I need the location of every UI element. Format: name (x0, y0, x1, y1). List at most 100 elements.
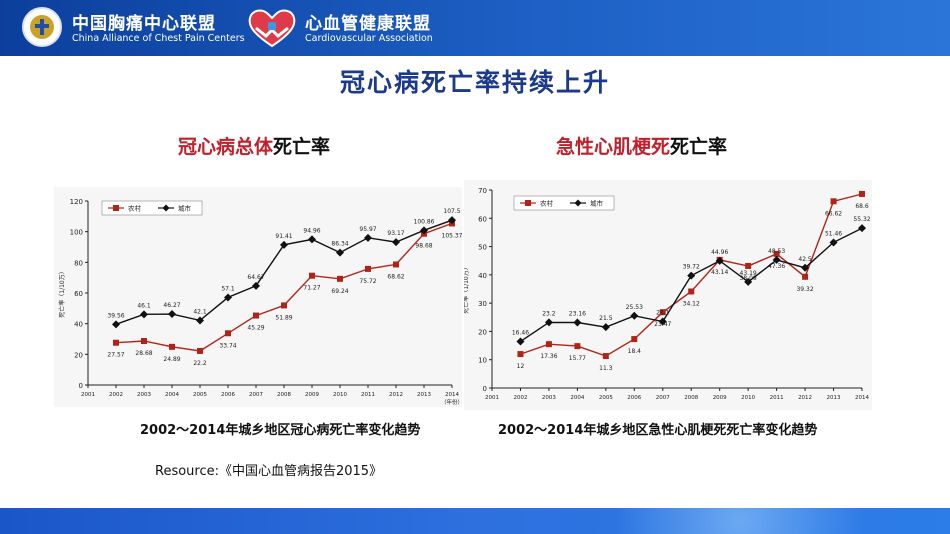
data-point-urban (772, 255, 781, 264)
data-point-urban (196, 316, 204, 325)
data-point-rural (141, 338, 147, 345)
data-label: 51.46 (825, 230, 842, 237)
header-bar: 中国胸痛中心联盟 China Alliance of Chest Pain Ce… (0, 0, 950, 56)
x-tick-label: 2006 (627, 395, 641, 401)
left-heading-red: 冠心病总体 (178, 136, 274, 158)
data-label: 46.1 (137, 302, 151, 309)
x-tick-label: 2014 (855, 395, 869, 401)
data-label: 21.5 (599, 315, 613, 322)
data-point-urban (658, 317, 667, 326)
x-tick-label: 2002 (109, 392, 123, 398)
legend-label: 农村 (540, 199, 554, 208)
x-tick-label: 2005 (193, 392, 207, 398)
data-label: 93.17 (387, 230, 404, 237)
org2-name: 心血管健康联盟 (305, 14, 431, 34)
data-label: 55.32 (853, 216, 870, 223)
data-label: 23.2 (542, 310, 556, 317)
data-label: 46.27 (163, 302, 180, 309)
data-point-urban (280, 240, 288, 249)
legend-label: 农村 (128, 204, 142, 213)
data-point-rural (253, 312, 259, 319)
data-label: 91.41 (275, 233, 292, 240)
org1-name: 中国胸痛中心联盟 (72, 14, 216, 34)
data-point-urban (140, 310, 148, 319)
x-tick-label: 2003 (542, 395, 556, 401)
x-tick-label: 2001 (485, 395, 499, 401)
ami-mortality-chart: 0 10 20 30 40 50 60 70 2001 2002 2003 2004 2005 2006 2… (462, 187, 871, 401)
data-label: 17.36 (540, 353, 557, 360)
data-point-urban (392, 238, 400, 247)
y-axis-title: 死亡率（1/10万） (58, 268, 66, 317)
data-point-urban (601, 323, 610, 332)
data-label: 100.86 (414, 218, 435, 225)
data-label: 39.72 (683, 264, 700, 271)
data-point-rural (773, 250, 780, 257)
legend-label: 城市 (178, 204, 192, 213)
resource-citation: Resource:《中国心血管病报告2015》 (155, 464, 383, 479)
data-label: 25.53 (626, 304, 643, 311)
x-tick-label: 2007 (656, 395, 670, 401)
y-tick-label: 70 (478, 187, 487, 195)
data-point-rural (225, 330, 231, 337)
data-point-rural (393, 261, 399, 268)
slide-title: 冠心病死亡率持续上升 (339, 68, 610, 97)
legend-marker-rural (525, 200, 531, 206)
data-point-rural (859, 190, 865, 197)
data-label: 64.67 (247, 274, 264, 281)
x-tick-label: 2001 (81, 392, 95, 398)
data-label: 107.5 (443, 208, 460, 215)
x-axis-unit-label: （年份） (441, 398, 462, 406)
data-label: 43.14 (711, 269, 728, 276)
x-tick-label: 2007 (249, 392, 263, 398)
data-label: 43.19 (740, 270, 757, 277)
data-label: 28.1 (656, 310, 670, 317)
x-tick-label: 2013 (827, 395, 841, 401)
data-point-rural (517, 351, 524, 358)
data-point-rural (197, 347, 203, 354)
right-chart-panel: 0 10 20 30 40 50 60 70 2001 2002 2003 2004 2005 2006 2… (462, 180, 872, 410)
y-tick-label: 120 (70, 198, 83, 206)
x-tick-label: 2011 (770, 395, 784, 401)
data-label: 39.56 (107, 312, 124, 319)
data-label: 23.16 (569, 310, 586, 317)
left-chart-panel: 0 20 40 60 80 100 120 2001 2002 2003 2004 2005 2006 2… (54, 187, 463, 407)
data-point-urban (744, 277, 753, 286)
data-label: 24.89 (163, 356, 180, 363)
y-tick-label: 100 (70, 229, 83, 237)
x-tick-label: 2009 (305, 392, 319, 398)
data-point-urban (448, 216, 456, 225)
data-label: 15.77 (569, 355, 586, 362)
data-label: 22.2 (193, 360, 207, 367)
x-tick-label: 2010 (333, 392, 347, 398)
legend-box (101, 200, 203, 216)
data-point-urban (224, 293, 232, 302)
legend-marker-urban (162, 204, 170, 212)
x-tick-label: 2006 (221, 392, 235, 398)
org2-subtitle: Cardiovascular Association (305, 33, 433, 44)
y-tick-label: 30 (478, 300, 487, 308)
data-label: 98.68 (415, 243, 432, 250)
y-tick-label: 60 (74, 290, 83, 298)
x-tick-label: 2009 (713, 395, 727, 401)
org1-subtitle: China Alliance of Chest Pain Centers (72, 33, 245, 44)
y-tick-label: 60 (478, 215, 487, 223)
data-label: 68.62 (387, 273, 404, 280)
data-label: 57.1 (221, 285, 235, 292)
data-point-urban (715, 256, 724, 265)
data-point-urban (544, 318, 553, 327)
data-point-rural (659, 309, 666, 316)
data-point-rural (309, 272, 315, 279)
left-chart-caption: 2002～2014年城乡地区冠心病死亡率变化趋势 (140, 423, 421, 438)
y-tick-label: 0 (79, 382, 83, 390)
legend-box (513, 195, 615, 211)
data-label: 51.89 (275, 314, 292, 321)
x-tick-label: 2012 (798, 395, 812, 401)
right-chart-heading: 急性心肌梗死死亡率 (556, 132, 727, 159)
data-point-urban (168, 310, 176, 319)
x-tick-label: 2005 (599, 395, 613, 401)
data-label: 34.12 (683, 300, 700, 307)
data-point-rural (281, 302, 287, 309)
data-point-rural (745, 262, 752, 269)
x-tick-label: 2008 (684, 395, 698, 401)
y-tick-label: 20 (74, 351, 83, 359)
